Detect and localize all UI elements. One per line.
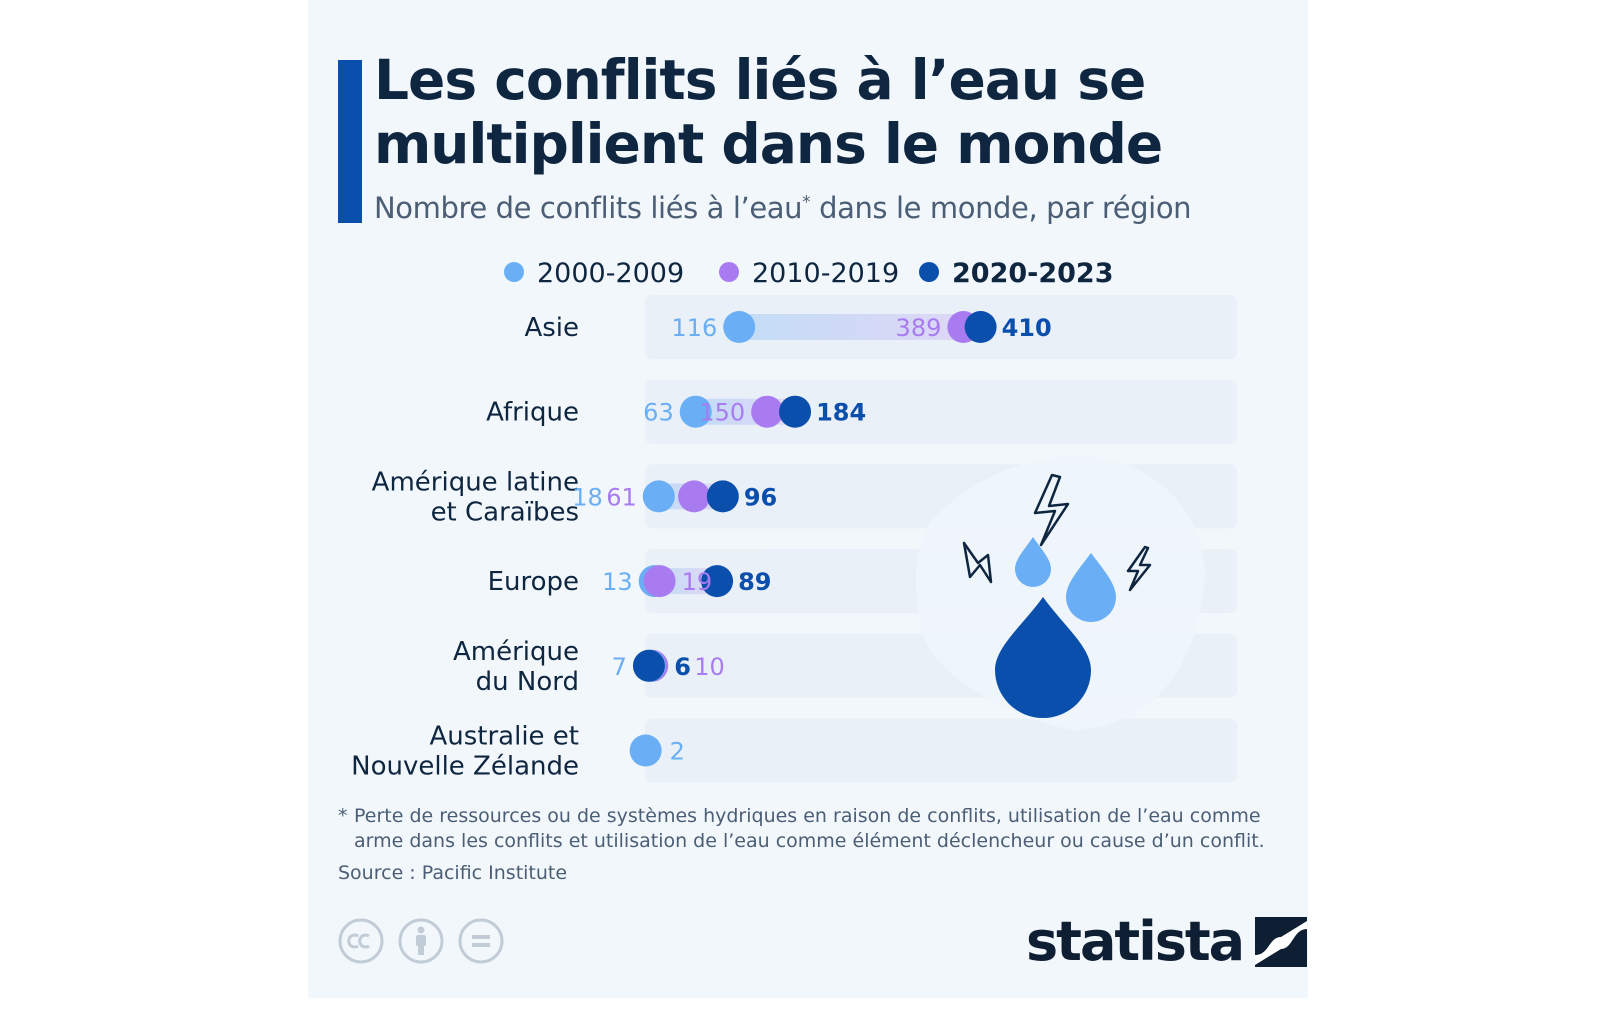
legend-label: 2010-2019 (752, 258, 899, 289)
subtitle-text: Nombre de conflits liés à l’eau (374, 191, 803, 225)
statista-logo[interactable]: statista (1026, 910, 1308, 973)
chart-row: Europe 13 19 89 (488, 565, 771, 598)
infographic-card: Les conflits liés à l’eau se multiplient… (308, 0, 1308, 998)
value-label-2020-2023: 89 (738, 568, 771, 596)
range-band (739, 314, 981, 340)
dot-2010-2019 (643, 565, 676, 598)
lightning-bolt-icon (1033, 473, 1070, 547)
dot-2000-2009 (723, 311, 756, 343)
value-label-2010-2019: 150 (699, 399, 745, 427)
value-label-2020-2023: 410 (1002, 314, 1052, 342)
title-accent-bar (338, 60, 362, 223)
statista-logo-text: statista (1026, 910, 1245, 973)
value-label-2010-2019: 389 (896, 314, 942, 342)
legend-label: 2000-2009 (537, 258, 684, 289)
value-label-2020-2023: 6 (674, 653, 691, 681)
value-label-2010-2019: 10 (694, 653, 725, 681)
value-label-2000-2009: 18 (572, 483, 603, 511)
subtitle-footnote-marker: * (802, 192, 811, 213)
dot-2020-2023 (779, 395, 812, 428)
value-label-2000-2009: 63 (643, 399, 674, 427)
water-conflict-illustration (915, 456, 1205, 731)
chart-row: Afrique 63 150 184 (486, 395, 866, 428)
row-background (645, 718, 1237, 783)
subtitle-suffix: dans le monde, par région (810, 191, 1192, 225)
footnote-marker: * (338, 805, 348, 827)
category-label: Australie et (429, 722, 579, 752)
category-label: Nouvelle Zélande (351, 752, 579, 782)
footnote: * Perte de ressources ou de systèmes hydr… (338, 804, 1283, 854)
chart-title: Les conflits liés à l’eau se multiplient… (374, 48, 1163, 176)
category-label: Europe (488, 567, 579, 597)
legend-label: 2020-2023 (952, 258, 1114, 289)
chart-rows: Asie 116 389 410 Afrique 63 150 184 Amérique lat… (351, 311, 1052, 782)
dot-2010-2019 (751, 395, 784, 428)
chart-legend: 2000-2009 2010-2019 2020-2023 (504, 258, 1114, 289)
dot-2020-2023 (632, 649, 665, 682)
illustration-backdrop (915, 456, 1205, 731)
no-derivatives-icon[interactable] (458, 918, 504, 964)
dot-2010-2019 (678, 480, 711, 513)
category-label: et Caraïbes (431, 497, 579, 527)
footnote-line-1: Perte de ressources ou de systèmes hydri… (354, 805, 1261, 827)
value-label-2000-2009: 116 (671, 314, 717, 342)
chart-subtitle: Nombre de conflits liés à l’eau* dans le… (374, 188, 1294, 228)
category-label: Asie (524, 313, 579, 343)
dot-2020-2023 (701, 565, 734, 598)
chart-row: Asie 116 389 410 (524, 311, 1052, 343)
lightning-bolt-icon (1126, 545, 1152, 592)
dot-2020-2023 (964, 311, 997, 343)
row-background (645, 379, 1237, 444)
dot-2000-2009 (629, 734, 662, 767)
lightning-bolt-icon (962, 541, 993, 584)
dot-2020-2023 (706, 480, 739, 513)
value-label-2000-2009: 2 (670, 738, 685, 766)
category-label: Amérique latine (372, 467, 579, 497)
legend-marker (719, 262, 739, 282)
value-label-2010-2019: 19 (682, 568, 713, 596)
category-label: Amérique (453, 637, 579, 667)
value-label-2000-2009: 7 (612, 653, 627, 681)
chart: 2000-2009 2010-2019 2020-2023 Asie 116 389 41… (351, 258, 1237, 783)
value-label-2000-2009: 13 (602, 568, 633, 596)
source-note: Source : Pacific Institute (338, 862, 568, 884)
water-drop-icon (1015, 537, 1051, 587)
dot-2000-2009 (642, 480, 675, 513)
statista-logo-icon (1255, 917, 1308, 967)
footnote-line-2: arme dans les conflits et utilisation de… (354, 830, 1265, 852)
value-label-2020-2023: 96 (744, 483, 777, 511)
value-label-2010-2019: 61 (606, 483, 637, 511)
cc-icon[interactable] (338, 918, 384, 964)
attribution-icon[interactable] (398, 918, 444, 964)
water-drop-icon (995, 597, 1091, 718)
value-label-2020-2023: 184 (816, 399, 866, 427)
water-drop-icon (1066, 553, 1116, 622)
category-label: du Nord (476, 667, 579, 697)
dot-2000-2009 (679, 395, 712, 428)
legend-marker (919, 262, 939, 282)
legend-marker (504, 262, 524, 282)
category-label: Afrique (486, 398, 579, 428)
